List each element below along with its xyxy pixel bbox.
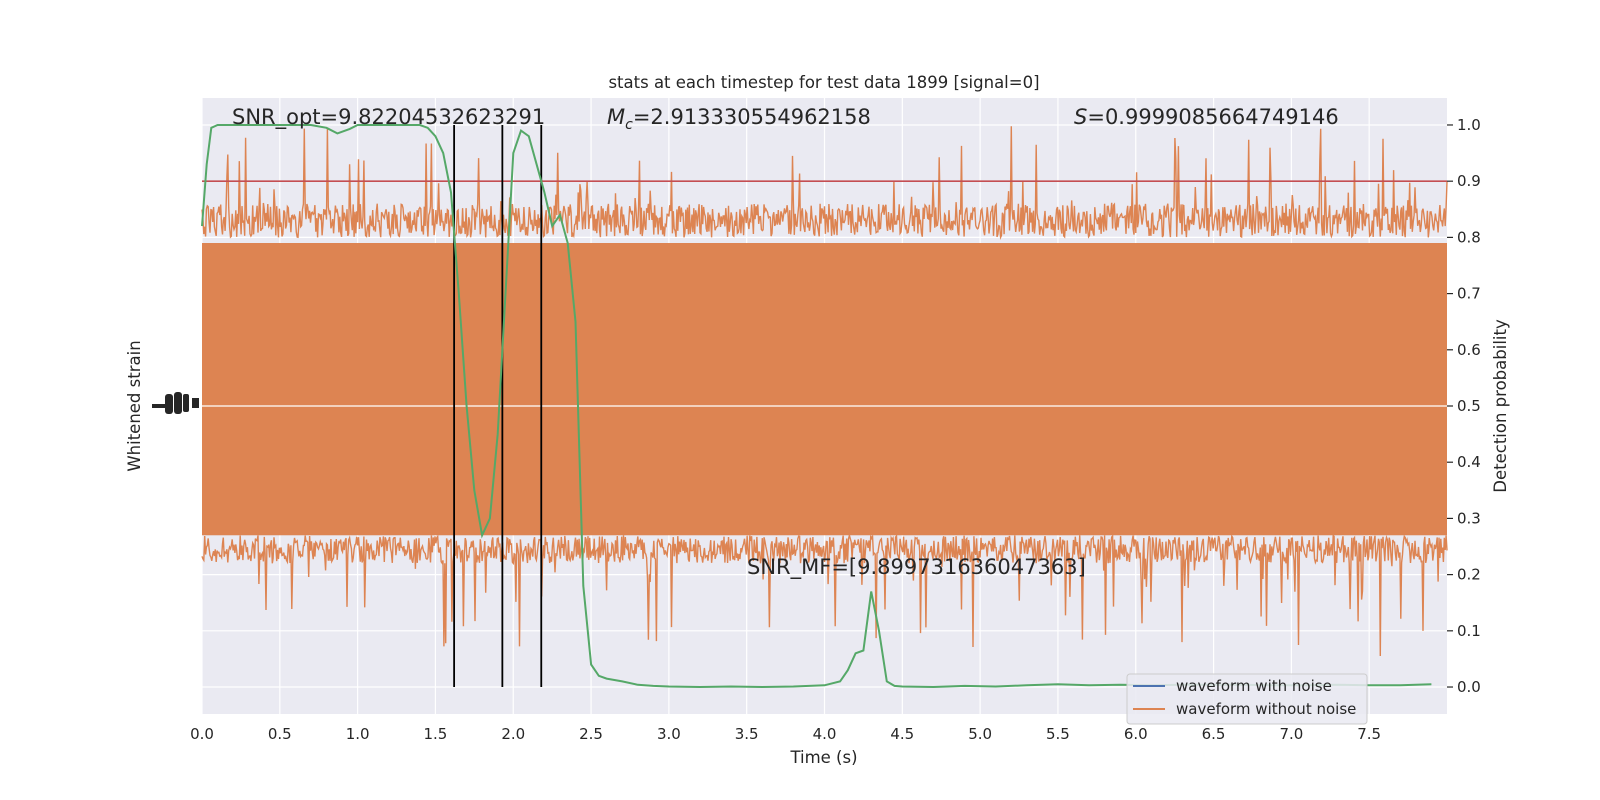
x-tick-label: 2.5 [579,725,603,743]
x-tick-label: 1.5 [424,725,448,743]
y-tick-label: 0.2 [1457,566,1481,584]
x-tick-label: 7.5 [1357,725,1381,743]
y-tick-label: 0.7 [1457,285,1481,303]
strain-lower-envelope [201,532,1448,657]
x-tick-label: 0.0 [190,725,214,743]
x-tick-label: 3.5 [735,725,759,743]
strain-waveforms [201,126,1448,657]
x-tick-label: 6.5 [1202,725,1226,743]
y-axis-right-ticks: 0.0 0.1 0.2 0.3 0.4 0.5 0.6 0.7 0.8 0.9 1.0 [1447,116,1481,696]
x-tick-label: 4.0 [813,725,837,743]
detection-probability-path [201,124,1432,689]
y-tick-label: 0.5 [1457,397,1481,415]
legend-label-noise: waveform with noise [1176,677,1332,695]
x-axis-label: Time (s) [789,748,857,767]
x-tick-label: 7.0 [1279,725,1303,743]
x-tick-label: 2.0 [501,725,525,743]
detection-probability-line [201,124,1432,689]
chart-title: stats at each timestep for test data 189… [608,73,1039,92]
y-tick-label: 0.0 [1457,678,1481,696]
snr-mf-annotation: SNR_MF=[9.899731636047363] [747,555,1086,580]
y-tick-label: 0.3 [1457,509,1481,527]
x-axis-ticks: 0.0 0.5 1.0 1.5 2.0 2.5 3.0 3.5 4.0 4.5 5.0 5.5 6.0 6… [190,725,1381,743]
y-tick-label: 0.1 [1457,622,1481,640]
snr-opt-annotation: SNR_opt=9.82204532623291 [232,105,545,130]
left-axis-ticks [152,392,199,414]
x-tick-label: 1.0 [346,725,370,743]
y-tick-label: 1.0 [1457,116,1481,134]
x-tick-label: 0.5 [268,725,292,743]
x-tick-label: 5.5 [1046,725,1070,743]
x-tick-label: 4.5 [890,725,914,743]
y-tick-label: 0.9 [1457,172,1481,190]
y-axis-left-label: Whitened strain [125,340,144,471]
x-tick-label: 5.0 [968,725,992,743]
legend-box [1126,673,1368,725]
y-axis-right-label: Detection probability [1491,319,1510,493]
chirp-mass-annotation: Mc=2.913330554962158 [607,105,871,133]
score-annotation: S=0.9999085664749146 [1074,105,1339,129]
x-tick-label: 3.0 [657,725,681,743]
y-tick-label: 0.6 [1457,341,1481,359]
legend: waveform with noise waveform without noi… [1126,673,1368,725]
legend-label-clean: waveform without noise [1176,700,1356,718]
strain-core [202,243,1447,536]
x-tick-label: 6.0 [1124,725,1148,743]
strain-upper-envelope [201,126,1448,240]
y-tick-label: 0.4 [1457,453,1481,471]
y-tick-label: 0.8 [1457,228,1481,246]
vertical-markers [453,124,543,688]
